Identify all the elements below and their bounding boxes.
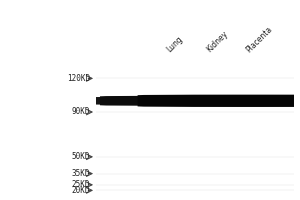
FancyBboxPatch shape <box>100 96 300 106</box>
FancyBboxPatch shape <box>138 95 300 107</box>
Text: 50KD: 50KD <box>71 152 90 161</box>
FancyBboxPatch shape <box>100 98 229 103</box>
FancyBboxPatch shape <box>62 97 280 105</box>
Text: 25KD: 25KD <box>71 180 90 189</box>
Text: Lung: Lung <box>165 34 184 54</box>
Text: 20KD: 20KD <box>71 186 90 195</box>
Text: Placenta: Placenta <box>244 24 274 54</box>
Text: 120KD: 120KD <box>67 74 90 83</box>
Text: Kidney: Kidney <box>205 29 229 54</box>
Text: 35KD: 35KD <box>71 169 90 178</box>
Text: 90KD: 90KD <box>71 108 90 116</box>
